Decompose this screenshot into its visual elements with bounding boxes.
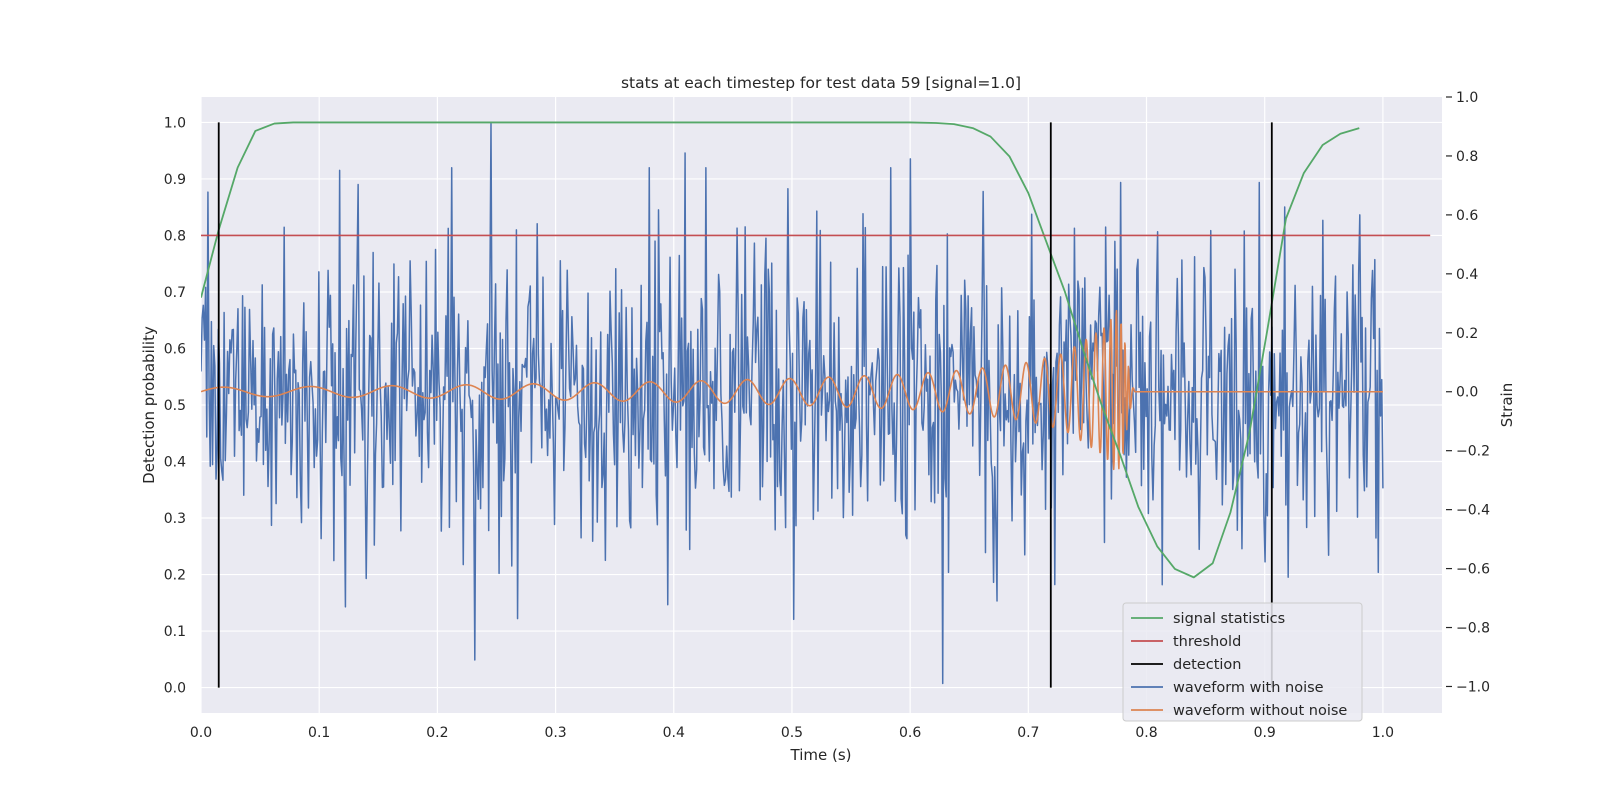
x-tick-label: 1.0 xyxy=(1372,725,1394,741)
y-left-tick-label: 0.9 xyxy=(164,172,186,188)
y-left-tick-label: 0.8 xyxy=(164,228,186,244)
y-left-tick-label: 0.3 xyxy=(164,511,186,527)
y-left-tick-label: 0.5 xyxy=(164,398,186,414)
legend: signal statistics threshold detection wavef… xyxy=(1122,602,1363,722)
y-right-tick-label: −0.6 xyxy=(1456,562,1490,578)
waveform-with-noise-line xyxy=(201,122,1384,685)
y-right-tick-label: 0.6 xyxy=(1456,208,1478,224)
y-left-tick-label: 0.7 xyxy=(164,285,186,301)
y-right-tick-label: −0.4 xyxy=(1456,503,1490,519)
legend-label: threshold xyxy=(1173,634,1241,650)
x-tick-label: 0.3 xyxy=(544,725,566,741)
y-right-tick-label: −0.8 xyxy=(1456,621,1490,637)
y-right-tick-label: −1.0 xyxy=(1456,679,1490,695)
legend-label: signal statistics xyxy=(1173,611,1285,627)
y-left-tick-label: 1.0 xyxy=(164,115,186,131)
y-right-tick-label: 0.2 xyxy=(1456,326,1478,342)
x-tick-label: 0.5 xyxy=(781,725,803,741)
x-tick-label: 0.1 xyxy=(308,725,330,741)
y-right-tick-label: −0.2 xyxy=(1456,444,1490,460)
y-left-tick-label: 0.1 xyxy=(164,624,186,640)
x-tick-label: 0.4 xyxy=(663,725,685,741)
series-layer xyxy=(201,121,1431,688)
y-right-tick-label: 0.8 xyxy=(1456,149,1478,165)
y-right-tick-label: 0.0 xyxy=(1456,385,1478,401)
legend-label: waveform with noise xyxy=(1173,680,1324,696)
x-axis: 0.0 0.1 0.2 0.3 0.4 0.5 0.6 0.7 0.8 0.9 1.0 xyxy=(190,725,1394,741)
waveform-without-noise-line xyxy=(201,309,1384,471)
y-axis-right-label: Strain xyxy=(1498,383,1516,427)
x-tick-label: 0.0 xyxy=(190,725,212,741)
x-tick-label: 0.9 xyxy=(1254,725,1276,741)
chart-title: stats at each timestep for test data 59 … xyxy=(621,74,1021,92)
legend-label: detection xyxy=(1173,657,1241,673)
x-tick-label: 0.8 xyxy=(1135,725,1157,741)
y-axis-right: −1.0 −0.8 −0.6 −0.4 −0.2 0.0 0.2 0.4 0.6 0.8 1.0 xyxy=(1446,90,1490,695)
series-group xyxy=(201,121,1431,688)
x-tick-label: 0.6 xyxy=(899,725,921,741)
x-axis-label: Time (s) xyxy=(790,746,852,764)
legend-box xyxy=(1122,602,1363,722)
x-tick-label: 0.7 xyxy=(1017,725,1039,741)
y-left-tick-label: 0.6 xyxy=(164,341,186,357)
y-left-tick-label: 0.4 xyxy=(164,455,186,471)
x-tick-label: 0.2 xyxy=(426,725,448,741)
y-right-tick-label: 0.4 xyxy=(1456,267,1478,283)
y-left-tick-label: 0.2 xyxy=(164,568,186,584)
legend-label: waveform without noise xyxy=(1173,703,1347,719)
y-left-tick-label: 0.0 xyxy=(164,681,186,697)
y-axis-left: 0.0 0.1 0.2 0.3 0.4 0.5 0.6 0.7 0.8 0.9 1.0 xyxy=(164,115,186,696)
y-right-tick-label: 1.0 xyxy=(1456,90,1478,106)
y-axis-left-label: Detection probability xyxy=(140,326,158,484)
signal-statistics-line xyxy=(201,121,1360,579)
